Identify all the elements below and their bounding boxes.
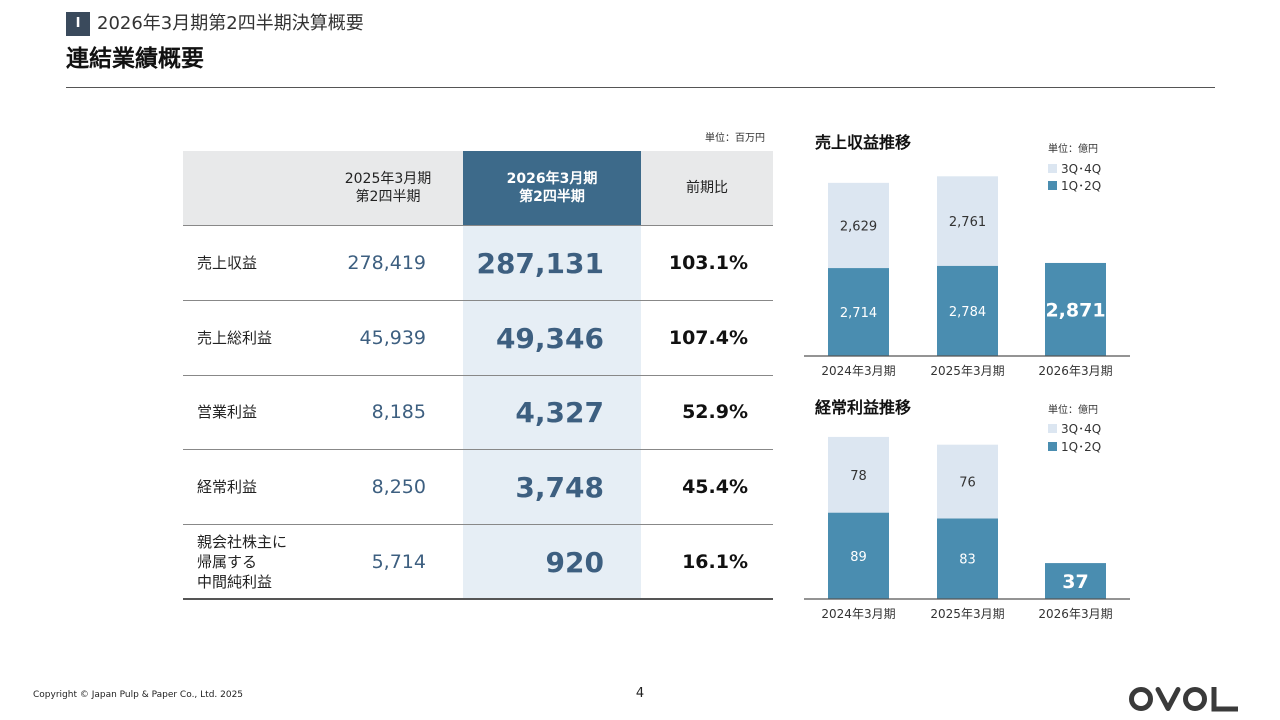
row-prev-value: 45,939: [359, 327, 426, 349]
revenue-category-label: 2024年3月期: [821, 364, 895, 378]
row-ratio: 107.4%: [668, 327, 748, 349]
revenue-bar-label-1q2q: 2,784: [949, 305, 986, 320]
copyright-text: Copyright © Japan Pulp & Paper Co., Ltd.…: [33, 690, 244, 700]
title-divider: [66, 87, 1215, 88]
row-label-line: 親会社株主に: [197, 533, 288, 551]
row-prev-value: 8,185: [371, 401, 426, 423]
row-label: 親会社株主に 帰属する 中間純利益: [197, 525, 287, 599]
revenue-category-label: 2025年3月期: [930, 364, 1004, 378]
profit-bar-1q2q: [828, 512, 889, 599]
row-label: 売上収益: [197, 226, 257, 300]
row-ratio: 16.1%: [682, 551, 748, 573]
row-current-value: 287,131: [476, 246, 604, 280]
legend-swatch-3q4q: [1048, 164, 1057, 173]
profit-bar-label-1q2q: 37: [1062, 571, 1088, 593]
profit-bar-label-1q2q: 89: [850, 550, 867, 565]
profit-bar-label-1q2q: 83: [959, 553, 976, 568]
row-current-value: 3,748: [515, 470, 604, 504]
legend-swatch-1q2q: [1048, 181, 1057, 190]
section-title: 2026年3月期第2四半期決算概要: [97, 13, 364, 34]
legend-swatch-3q4q: [1048, 424, 1057, 433]
profit-category-label: 2026年3月期: [1038, 607, 1112, 621]
profit-bar-3q4q: [937, 444, 998, 519]
row-label-line: 売上総利益: [197, 329, 273, 347]
table-row: 経常利益 8,250 3,748 45.4%: [183, 450, 773, 524]
row-ratio: 103.1%: [668, 252, 748, 274]
profit-legend-1q2q: 1Q･2Q: [1048, 438, 1101, 455]
row-ratio: 52.9%: [682, 401, 748, 423]
revenue-bar-3q4q: [937, 176, 998, 266]
row-current-value: 49,346: [495, 321, 604, 355]
row-divider: [183, 449, 773, 450]
legend-label-1q2q: 1Q･2Q: [1061, 179, 1102, 193]
table-bottom-rule: [183, 598, 773, 600]
row-prev-value: 278,419: [347, 252, 426, 274]
row-label: 売上総利益: [197, 301, 272, 375]
header-prev-period: 2025年3月期 第2四半期: [313, 151, 463, 225]
header-cur-line1: 2026年3月期: [506, 171, 598, 187]
legend-swatch-1q2q: [1048, 442, 1057, 451]
legend-label-3q4q: 3Q･4Q: [1061, 422, 1102, 436]
profit-chart-unit: 単位：億円: [1048, 405, 1098, 416]
row-ratio: 45.4%: [682, 476, 748, 498]
profit-bar-1q2q: [937, 518, 998, 599]
table-row: 営業利益 8,185 4,327 52.9%: [183, 375, 773, 449]
profit-bar-3q4q: [828, 436, 889, 513]
row-label: 営業利益: [197, 375, 257, 449]
legend-label-1q2q: 1Q･2Q: [1061, 440, 1102, 454]
revenue-chart-unit: 単位：億円: [1048, 144, 1098, 155]
row-divider: [183, 300, 773, 301]
revenue-chart-title: 売上収益推移: [815, 133, 912, 152]
revenue-bar-3q4q: [828, 182, 889, 269]
row-label-line: 売上収益: [197, 254, 258, 272]
row-label-line: 帰属する: [197, 553, 258, 571]
revenue-bar-1q2q: [1045, 262, 1106, 356]
revenue-bar-1q2q: [937, 265, 998, 356]
row-prev-value: 8,250: [371, 476, 426, 498]
page-title: 連結業績概要: [66, 46, 204, 72]
profit-category-label: 2024年3月期: [821, 607, 895, 621]
row-divider: [183, 524, 773, 525]
table-unit-note: 単位：百万円: [705, 133, 765, 144]
profit-category-label: 2025年3月期: [930, 607, 1004, 621]
row-current-value: 920: [545, 545, 604, 579]
row-label-line: 営業利益: [197, 403, 258, 421]
row-label-line: 中間純利益: [197, 573, 273, 591]
profit-legend-3q4q: 3Q･4Q: [1048, 420, 1101, 437]
ovol-logo: [1129, 687, 1238, 712]
page-number: 4: [635, 686, 645, 701]
header-cur-line2: 第2四半期: [519, 189, 585, 205]
profit-bar-label-3q4q: 76: [959, 476, 976, 491]
revenue-bar-label-3q4q: 2,629: [840, 219, 877, 234]
header-ratio: 前期比: [641, 151, 773, 225]
revenue-bar-1q2q: [828, 268, 889, 356]
header-current-period: 2026年3月期 第2四半期: [463, 151, 641, 225]
section-badge: I: [66, 12, 90, 36]
current-period-header-bg: [463, 151, 641, 225]
row-label: 経常利益: [197, 450, 257, 524]
row-divider: [183, 375, 773, 376]
revenue-legend-1q2q: 1Q･2Q: [1048, 177, 1101, 194]
revenue-bar-label-3q4q: 2,761: [949, 215, 986, 230]
profit-chart-title: 経常利益推移: [815, 398, 912, 417]
profit-bar-label-3q4q: 78: [850, 469, 867, 484]
header-ratio-label: 前期比: [686, 180, 728, 196]
revenue-bar-label-1q2q: 2,714: [840, 306, 877, 321]
revenue-category-label: 2026年3月期: [1038, 364, 1112, 378]
header-prev-line2: 第2四半期: [355, 189, 421, 205]
revenue-legend-3q4q: 3Q･4Q: [1048, 160, 1101, 177]
row-prev-value: 5,714: [371, 551, 426, 573]
profit-bar-1q2q: [1045, 563, 1106, 599]
table-row: 親会社株主に 帰属する 中間純利益 5,714 920 16.1%: [183, 525, 773, 599]
row-divider: [183, 225, 773, 226]
revenue-bar-label-1q2q: 2,871: [1045, 299, 1105, 321]
legend-label-3q4q: 3Q･4Q: [1061, 162, 1102, 176]
table-row: 売上収益 278,419 287,131 103.1%: [183, 226, 773, 300]
results-table: 2025年3月期 第2四半期 2026年3月期 第2四半期 前期比 売上収益 2…: [183, 151, 773, 600]
table-row: 売上総利益 45,939 49,346 107.4%: [183, 301, 773, 375]
header-prev-line1: 2025年3月期: [344, 171, 432, 187]
row-label-line: 経常利益: [197, 478, 258, 496]
row-current-value: 4,327: [515, 395, 604, 429]
